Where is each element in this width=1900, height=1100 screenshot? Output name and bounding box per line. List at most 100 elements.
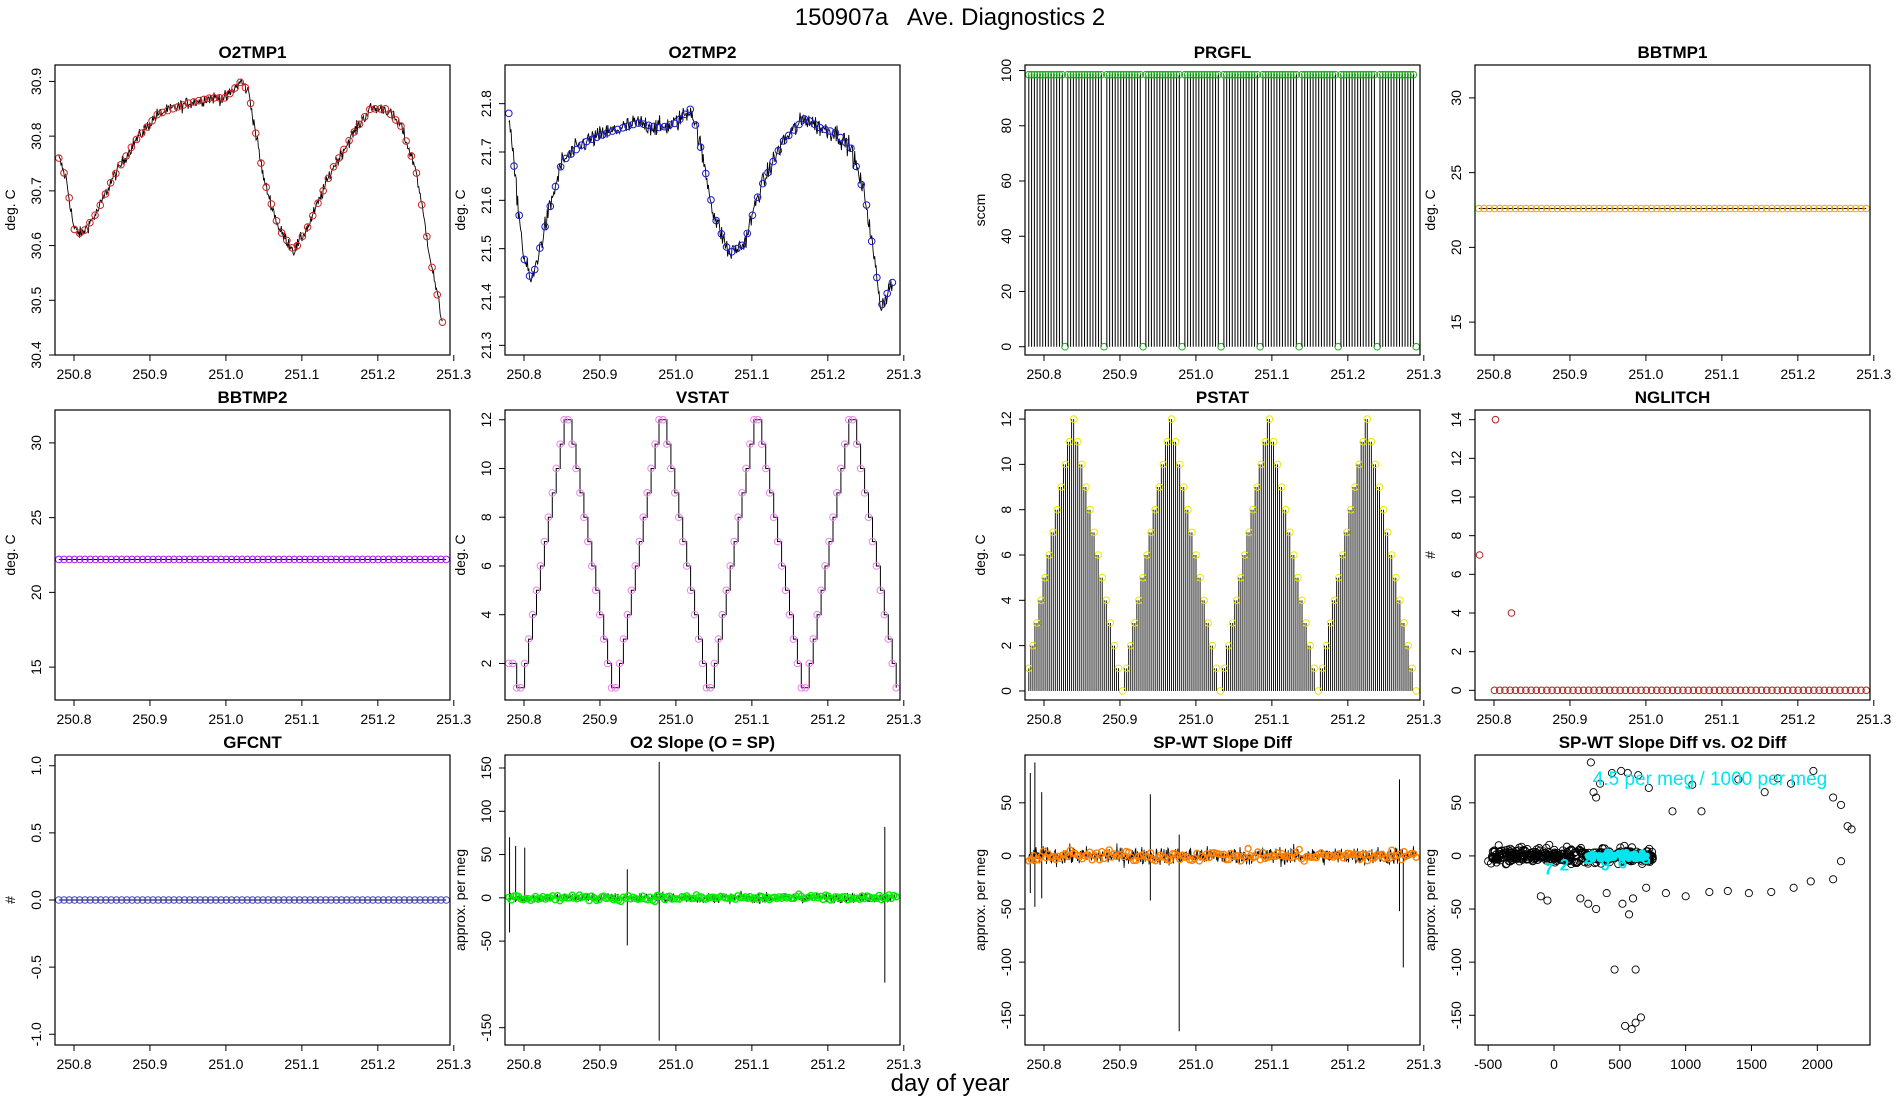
data-point [437,555,445,564]
data-point [1172,70,1181,79]
data-point [86,896,95,904]
data-point [789,635,798,643]
y-tick-label: 15 [28,659,44,675]
data-point [1731,686,1740,695]
data-point [833,489,841,497]
data-point [1094,551,1102,559]
data-point [1773,204,1782,213]
data-point [1150,70,1159,79]
data-point [1253,483,1261,491]
data-point [674,513,683,522]
data-point [1506,204,1515,213]
data-point [112,169,120,178]
data-point [588,562,596,570]
data-point [1492,850,1501,859]
data-point [1731,204,1740,213]
data-point [1224,641,1233,650]
density-mark [1631,855,1639,863]
data-point [1387,551,1396,559]
data-point [1542,854,1551,863]
data-point [1851,686,1860,695]
data-point [1359,70,1368,79]
data-point [748,211,757,220]
data-point [1768,204,1776,213]
data-point [629,120,638,129]
data-point [1607,769,1616,778]
data-point [1532,204,1541,213]
data-point [1569,204,1577,213]
data-point [1064,70,1072,79]
data-point [1334,342,1342,351]
data-point [1142,70,1150,79]
data-point [386,110,395,119]
data-point [1345,70,1354,79]
data-point [438,318,447,326]
y-tick-label: 21.7 [478,138,494,165]
data-point [1241,551,1249,559]
data-point [1159,460,1168,469]
data-point [416,896,424,904]
data-point [1069,70,1078,79]
data-point [288,244,296,252]
x-tick-label: 251.3 [1406,1056,1441,1072]
y-tick-label: 0 [998,343,1014,351]
data-point [1129,856,1138,865]
data-point [1103,70,1111,79]
data-point [1490,846,1499,855]
data-point [1075,70,1083,79]
plot-frame [54,64,451,356]
data-point [1836,857,1846,866]
x-tick-label: 250.9 [132,711,167,727]
data-point [525,272,534,280]
data-point [117,160,125,169]
data-point [1652,204,1661,213]
data-point [81,896,89,904]
data-point [714,635,723,643]
plot-frame [504,409,901,701]
data-point [730,537,738,546]
data-point [1322,851,1330,860]
data-point [1857,204,1865,213]
data-point [1576,843,1585,853]
data-point [651,440,659,448]
data-point [1531,847,1540,857]
data-point [1663,686,1672,695]
data-point [154,555,163,564]
data-point [1167,415,1176,423]
data-point [96,555,105,564]
data-point [1584,204,1593,213]
data-point [1527,686,1535,695]
data-point [1673,204,1682,213]
data-point [841,440,849,448]
data-point [1147,70,1156,79]
data-point [397,122,405,130]
data-point [826,127,834,135]
data-point [1836,686,1844,695]
data-point [1783,204,1792,213]
data-point [1412,687,1420,695]
data-point [1705,887,1714,897]
data-point [184,99,193,107]
data-point [1752,686,1761,695]
x-tick-label: 250.8 [1026,711,1061,727]
data-point [170,896,178,904]
data-point [86,218,94,227]
figure-title: 150907a Ave. Diagnostics 2 [794,4,1106,31]
data-point [1689,204,1698,213]
x-tick-label: 251.1 [284,711,319,727]
x-tick-label: 2000 [1802,1056,1833,1072]
plot-area [1475,204,1870,213]
data-point [1320,70,1329,79]
data-point [1083,70,1092,79]
data-point [587,135,596,144]
data-point [342,555,351,564]
data-point [1208,641,1217,650]
data-point [102,896,110,904]
data-point [634,119,643,127]
data-point [1387,70,1395,79]
y-tick-label: -150 [1448,1001,1464,1029]
data-point [1586,758,1595,767]
data-point [1330,596,1339,605]
data-point [1642,204,1651,213]
data-point [360,113,369,121]
